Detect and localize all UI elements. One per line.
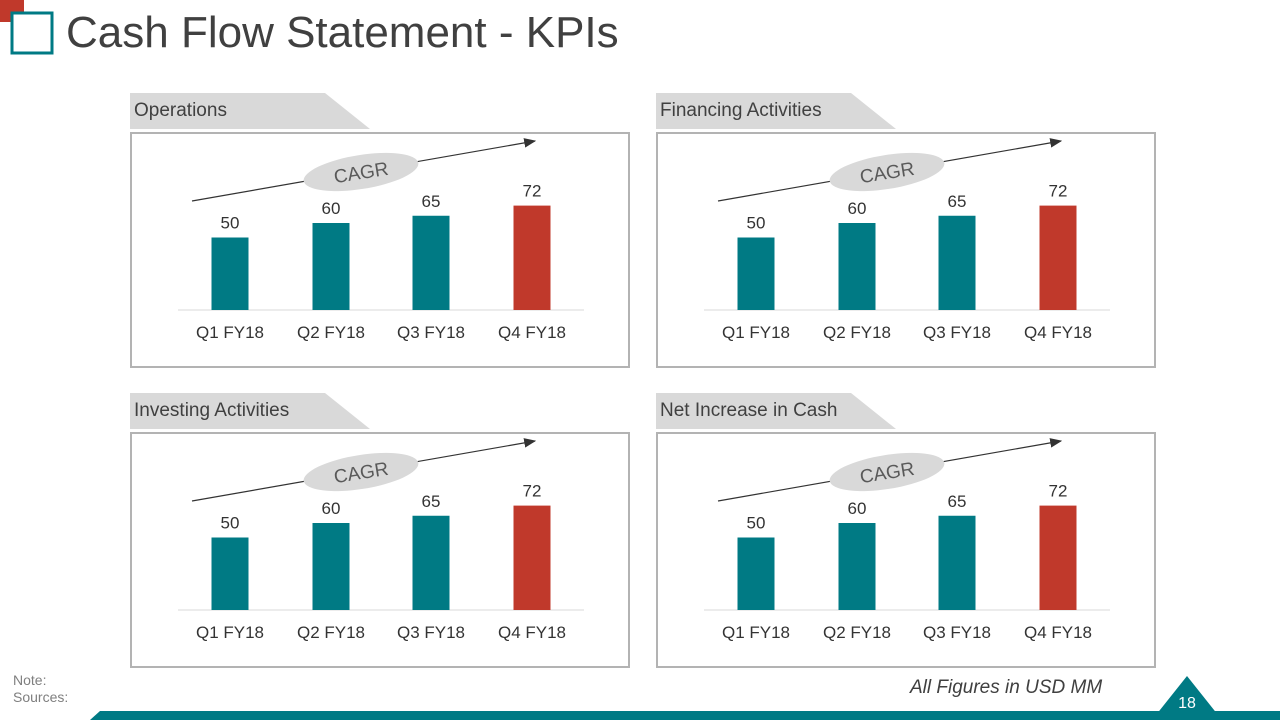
x-tick-label: Q4 FY18 xyxy=(498,323,566,342)
page-number: 18 xyxy=(1178,695,1196,712)
data-label: 72 xyxy=(523,482,542,501)
data-label: 72 xyxy=(1049,182,1068,201)
bar-q4-fy18 xyxy=(513,505,551,610)
sources-label: Sources: xyxy=(13,689,69,705)
page-title: Cash Flow Statement - KPIs xyxy=(66,8,619,57)
bar-q3-fy18 xyxy=(938,515,976,610)
x-tick-label: Q3 FY18 xyxy=(397,323,465,342)
bar-q3-fy18 xyxy=(938,215,976,310)
cagr-ellipse xyxy=(829,152,945,192)
bar-q1-fy18 xyxy=(211,537,249,610)
x-tick-label: Q1 FY18 xyxy=(196,323,264,342)
panel-tab xyxy=(656,93,896,129)
panel-operations: Operations CAGR 50 Q1 FY18 60 Q2 FY18 65 Q3 FY… xyxy=(130,93,660,373)
data-label: 65 xyxy=(948,492,967,511)
data-label: 50 xyxy=(221,514,240,533)
cagr-ellipse xyxy=(829,452,945,492)
bar-q1-fy18 xyxy=(211,237,249,310)
note-block: Note: Sources: xyxy=(13,672,68,706)
data-label: 60 xyxy=(322,199,341,218)
panel-financing-activities: Financing Activities CAGR 50 Q1 FY18 60 Q2 F… xyxy=(656,93,1186,373)
bar-q4-fy18 xyxy=(1039,505,1077,610)
bar-q3-fy18 xyxy=(412,515,450,610)
data-label: 72 xyxy=(1049,482,1068,501)
data-label: 60 xyxy=(848,199,867,218)
cagr-ellipse xyxy=(303,152,419,192)
units-footnote: All Figures in USD MM xyxy=(910,677,1103,698)
bar-q4-fy18 xyxy=(1039,205,1077,310)
data-label: 65 xyxy=(422,492,441,511)
x-tick-label: Q2 FY18 xyxy=(823,323,891,342)
note-label: Note: xyxy=(13,672,47,688)
x-tick-label: Q1 FY18 xyxy=(722,323,790,342)
panel-tab xyxy=(130,93,370,129)
x-tick-label: Q4 FY18 xyxy=(1024,623,1092,642)
data-label: 65 xyxy=(422,192,441,211)
x-tick-label: Q3 FY18 xyxy=(397,623,465,642)
panel-title: Operations xyxy=(134,100,227,121)
panel-title: Net Increase in Cash xyxy=(660,400,838,421)
bar-q4-fy18 xyxy=(513,205,551,310)
bar-q2-fy18 xyxy=(838,223,876,310)
page-number-triangle xyxy=(1152,676,1222,720)
bar-q1-fy18 xyxy=(737,237,775,310)
data-label: 50 xyxy=(221,214,240,233)
cagr-ellipse xyxy=(303,452,419,492)
bottom-bar xyxy=(90,676,1280,720)
bottom-stripe xyxy=(90,711,1280,720)
bar-q2-fy18 xyxy=(312,223,350,310)
panel-net-increase-in-cash: Net Increase in Cash CAGR 50 Q1 FY18 60 Q2 F… xyxy=(656,393,1186,673)
x-tick-label: Q1 FY18 xyxy=(722,623,790,642)
bar-q3-fy18 xyxy=(412,215,450,310)
data-label: 72 xyxy=(523,182,542,201)
x-tick-label: Q2 FY18 xyxy=(297,323,365,342)
x-tick-label: Q4 FY18 xyxy=(498,623,566,642)
x-tick-label: Q1 FY18 xyxy=(196,623,264,642)
data-label: 50 xyxy=(747,214,766,233)
x-tick-label: Q3 FY18 xyxy=(923,323,991,342)
x-tick-label: Q3 FY18 xyxy=(923,623,991,642)
data-label: 50 xyxy=(747,514,766,533)
panel-investing-activities: Investing Activities CAGR 50 Q1 FY18 60 Q2 F… xyxy=(130,393,660,673)
panel-tab xyxy=(656,393,896,429)
data-label: 60 xyxy=(848,499,867,518)
slide-logo-icon xyxy=(0,0,54,55)
x-tick-label: Q4 FY18 xyxy=(1024,323,1092,342)
panel-tab xyxy=(130,393,370,429)
panel-title: Investing Activities xyxy=(134,400,290,421)
data-label: 65 xyxy=(948,192,967,211)
x-tick-label: Q2 FY18 xyxy=(823,623,891,642)
panel-title: Financing Activities xyxy=(660,100,822,121)
bar-q1-fy18 xyxy=(737,537,775,610)
bar-q2-fy18 xyxy=(312,523,350,610)
x-tick-label: Q2 FY18 xyxy=(297,623,365,642)
data-label: 60 xyxy=(322,499,341,518)
bar-q2-fy18 xyxy=(838,523,876,610)
